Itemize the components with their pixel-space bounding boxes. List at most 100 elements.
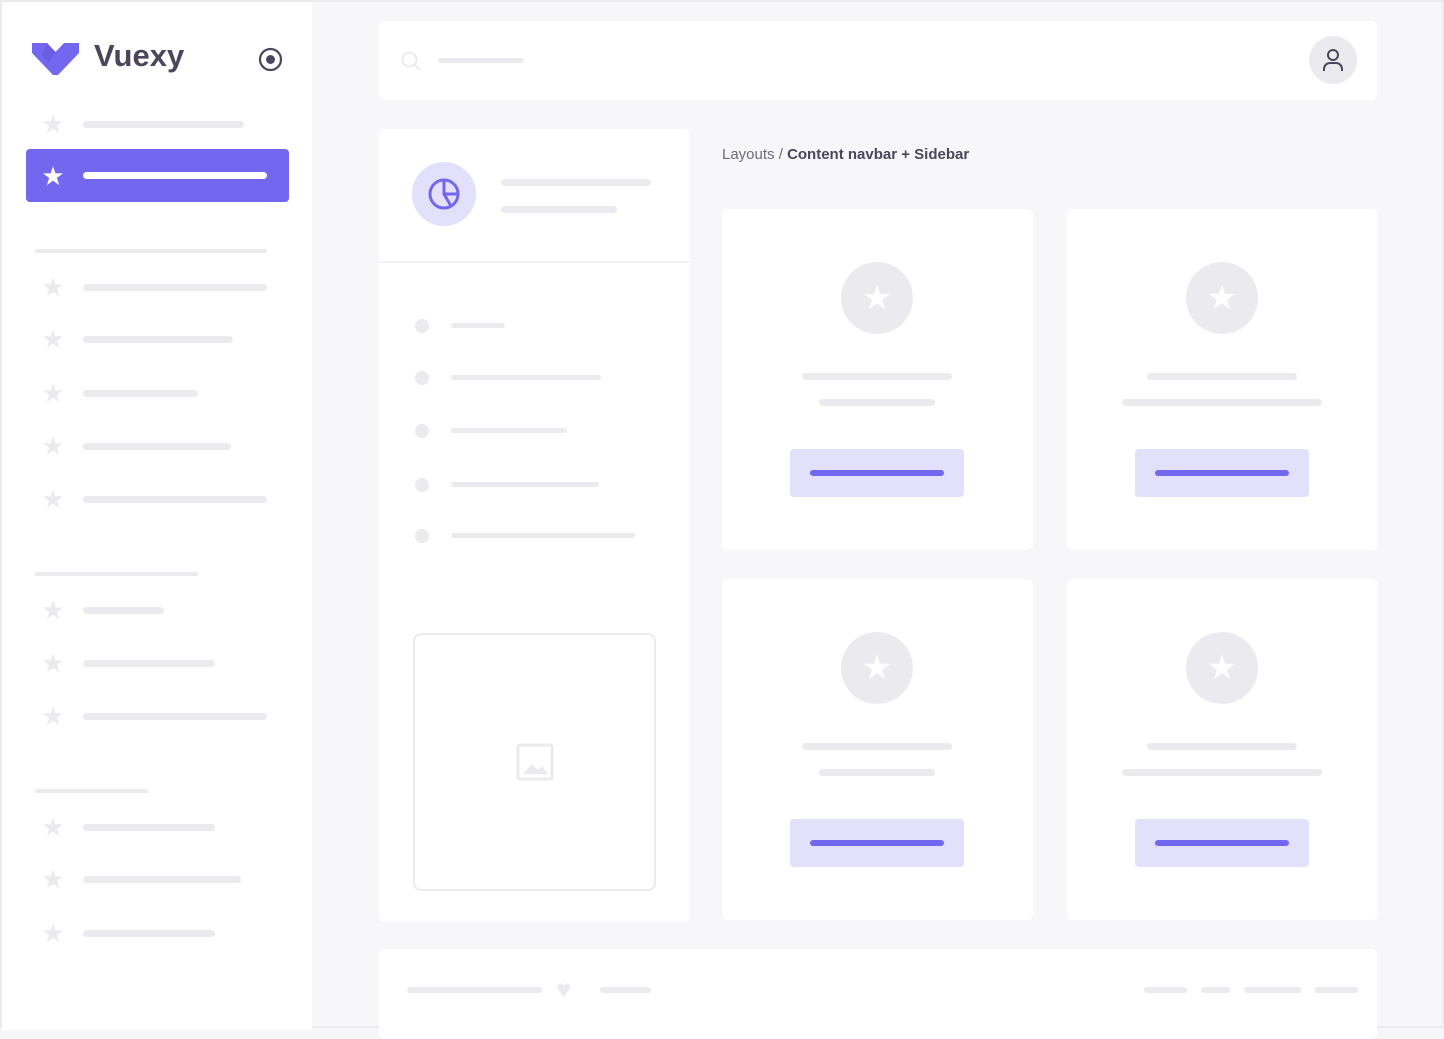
sidebar-item[interactable]: ★ <box>32 809 282 845</box>
card-icon-wrapper: ★ <box>841 632 913 704</box>
card-button[interactable] <box>1135 819 1309 867</box>
sidebar-item[interactable]: ★ <box>32 106 282 142</box>
sidebar-item-active[interactable]: ★ <box>26 149 289 202</box>
sidebar-item-label-placeholder <box>83 930 215 937</box>
panel-title-placeholder <box>501 179 651 186</box>
panel-list-item[interactable] <box>409 526 669 546</box>
footer-link-placeholder[interactable] <box>1315 987 1358 993</box>
divider <box>379 261 690 263</box>
sidebar-item-label-placeholder <box>83 824 215 831</box>
bullet-icon <box>415 424 429 438</box>
sidebar-item[interactable]: ★ <box>32 592 282 628</box>
search-input-placeholder[interactable] <box>438 58 524 63</box>
list-item-label-placeholder <box>451 375 601 380</box>
sidebar-item[interactable]: ★ <box>32 645 282 681</box>
navbar <box>379 21 1377 100</box>
card: ★ <box>1067 209 1378 550</box>
card: ★ <box>722 209 1033 550</box>
card: ★ <box>722 579 1033 920</box>
star-icon: ★ <box>1206 279 1238 317</box>
sidebar-item-label-placeholder <box>83 660 215 667</box>
card-button[interactable] <box>790 819 964 867</box>
sidebar-item[interactable]: ★ <box>32 375 282 411</box>
panel-list-item[interactable] <box>409 316 669 336</box>
sidebar-item[interactable]: ★ <box>32 861 282 897</box>
star-icon: ★ <box>41 648 65 678</box>
sidebar-item-label-placeholder <box>83 336 233 343</box>
card-icon-wrapper: ★ <box>1186 632 1258 704</box>
star-icon: ★ <box>41 378 65 408</box>
card-text-placeholder <box>1122 769 1322 776</box>
sidebar-item[interactable]: ★ <box>32 321 282 357</box>
card-button[interactable] <box>790 449 964 497</box>
sidebar-item-label-placeholder <box>83 443 231 450</box>
sidebar-item-label-placeholder <box>83 496 267 503</box>
star-icon: ★ <box>41 431 65 461</box>
radio-circle-icon[interactable] <box>258 47 283 72</box>
sidebar-item-label-placeholder <box>83 390 198 397</box>
panel-list-item[interactable] <box>409 421 669 441</box>
star-icon: ★ <box>41 272 65 302</box>
sidebar-item[interactable]: ★ <box>32 698 282 734</box>
card-title-placeholder <box>1147 373 1297 380</box>
star-icon: ★ <box>861 279 893 317</box>
bullet-icon <box>415 529 429 543</box>
list-item-label-placeholder <box>451 533 635 538</box>
sidebar-item-label-placeholder <box>83 284 267 291</box>
sidebar-item-label-placeholder <box>83 121 244 128</box>
breadcrumb-current: Content navbar + Sidebar <box>787 146 970 163</box>
sidebar-item-label-placeholder <box>83 172 267 179</box>
sidebar: Vuexy ★ ★ ★ ★ ★ ★ ★ ★ ★ ★ ★ ★ ★ <box>2 2 312 1030</box>
button-label-placeholder <box>1155 840 1289 846</box>
left-panel <box>379 129 690 922</box>
button-label-placeholder <box>810 840 944 846</box>
image-placeholder <box>413 633 656 891</box>
bullet-icon <box>415 319 429 333</box>
sidebar-item-label-placeholder <box>83 713 267 720</box>
user-icon <box>1323 49 1343 71</box>
avatar[interactable] <box>1309 36 1357 84</box>
star-icon: ★ <box>41 109 65 139</box>
bullet-icon <box>415 371 429 385</box>
footer-link-placeholder[interactable] <box>1201 987 1230 993</box>
vuexy-logo-icon <box>32 43 79 75</box>
footer-text-placeholder <box>407 987 542 993</box>
panel-icon-wrapper <box>412 162 476 226</box>
sidebar-section-header-placeholder <box>35 249 267 253</box>
star-icon: ★ <box>41 161 65 191</box>
list-item-label-placeholder <box>451 323 505 328</box>
star-icon: ★ <box>41 595 65 625</box>
sidebar-item[interactable]: ★ <box>32 481 282 517</box>
card-button[interactable] <box>1135 449 1309 497</box>
search-icon[interactable] <box>401 51 421 71</box>
pie-chart-icon <box>428 178 460 210</box>
breadcrumb-parent[interactable]: Layouts <box>722 146 775 163</box>
panel-subtitle-placeholder <box>501 206 617 213</box>
card-title-placeholder <box>802 373 952 380</box>
footer-text-placeholder <box>600 987 651 993</box>
star-icon: ★ <box>41 324 65 354</box>
image-icon <box>516 743 553 781</box>
panel-list-item[interactable] <box>409 368 669 388</box>
panel-list-item[interactable] <box>409 475 669 495</box>
star-icon: ★ <box>41 864 65 894</box>
card: ★ <box>1067 579 1378 920</box>
star-icon: ★ <box>41 484 65 514</box>
list-item-label-placeholder <box>451 428 567 433</box>
sidebar-section-header-placeholder <box>35 572 198 576</box>
button-label-placeholder <box>1155 470 1289 476</box>
footer-link-placeholder[interactable] <box>1244 987 1301 993</box>
sidebar-item[interactable]: ★ <box>32 915 282 951</box>
card-icon-wrapper: ★ <box>841 262 913 334</box>
star-icon: ★ <box>861 649 893 687</box>
sidebar-item[interactable]: ★ <box>32 428 282 464</box>
footer: ♥ <box>379 949 1377 1039</box>
footer-link-placeholder[interactable] <box>1144 987 1187 993</box>
breadcrumb: Layouts / Content navbar + Sidebar <box>722 146 969 163</box>
heart-icon: ♥ <box>556 974 572 1004</box>
sidebar-item[interactable]: ★ <box>32 269 282 305</box>
breadcrumb-separator: / <box>778 146 783 163</box>
card-title-placeholder <box>1147 743 1297 750</box>
list-item-label-placeholder <box>451 482 599 487</box>
bullet-icon <box>415 478 429 492</box>
